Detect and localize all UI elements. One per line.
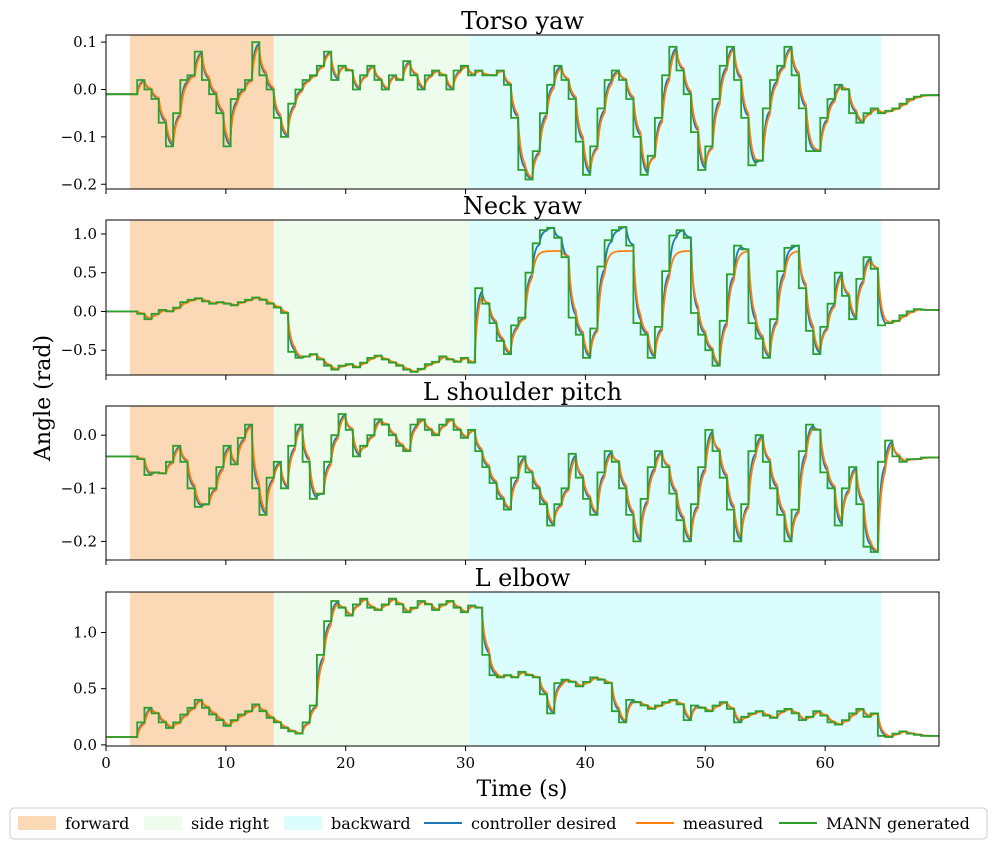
series-group bbox=[106, 413, 939, 553]
x-tick-label: 50 bbox=[696, 754, 715, 772]
axes-frame bbox=[105, 34, 940, 190]
y-tick-label: −0.1 bbox=[61, 128, 97, 146]
panel-title: Torso yaw bbox=[461, 7, 584, 35]
y-axis-label: Angle (rad) bbox=[31, 335, 56, 462]
phase-band-side-right bbox=[273, 220, 470, 375]
panel-torso-yaw: 0.1 0.0 −0.1 −0.2 Torso yaw bbox=[61, 7, 940, 194]
panel-title: L elbow bbox=[475, 564, 571, 592]
line-mann-generated bbox=[106, 226, 939, 373]
y-tick-label: −0.1 bbox=[61, 479, 97, 497]
x-axis-label: Time (s) bbox=[476, 777, 567, 802]
y-tick-label: 0.0 bbox=[73, 736, 97, 754]
x-tick-label: 0 bbox=[101, 754, 111, 772]
legend-label-backward: backward bbox=[331, 814, 411, 833]
axes-frame bbox=[105, 591, 940, 747]
phase-band-backward bbox=[469, 406, 882, 560]
legend-frame bbox=[9, 807, 988, 840]
phase-band-side-right bbox=[273, 35, 470, 189]
phase-band-backward bbox=[469, 35, 882, 189]
panel-neck-yaw: 1.0 0.5 0.0 −0.5 Neck yaw bbox=[61, 192, 940, 380]
y-tick-label: 0.1 bbox=[73, 33, 97, 51]
phase-band-forward bbox=[129, 406, 274, 560]
line-mann-generated bbox=[106, 41, 939, 181]
phase-band-backward bbox=[469, 592, 882, 746]
legend-label-controller-desired: controller desired bbox=[471, 814, 616, 833]
y-tick-label: 1.0 bbox=[73, 225, 97, 243]
x-tick-label: 40 bbox=[576, 754, 595, 772]
panel-title: L shoulder pitch bbox=[423, 378, 622, 406]
legend-label-forward: forward bbox=[65, 814, 129, 833]
series-group bbox=[106, 597, 939, 738]
phase-band-forward bbox=[129, 592, 274, 746]
panels: 0.1 0.0 −0.1 −0.2 Torso yaw 1.0 0.5 0.0 −0.5 Neck… bbox=[61, 7, 940, 772]
x-tick-label: 20 bbox=[336, 754, 355, 772]
legend-label-side-right: side right bbox=[191, 814, 269, 833]
legend-swatch-side-right bbox=[144, 816, 182, 830]
y-tick-label: 0.0 bbox=[73, 426, 97, 444]
line-mann-generated bbox=[106, 413, 939, 553]
panel-l-elbow: 1.0 0.5 0.00 10 20 30 40 50 60 L elbow bbox=[73, 564, 940, 772]
x-tick-label: 30 bbox=[456, 754, 475, 772]
series-group bbox=[106, 226, 939, 373]
x-tick-label: 10 bbox=[216, 754, 235, 772]
y-tick-label: 1.0 bbox=[73, 623, 97, 641]
axes-frame bbox=[105, 405, 940, 561]
legend-label-measured: measured bbox=[683, 814, 763, 833]
line-mann-generated bbox=[106, 597, 939, 738]
line-measured bbox=[106, 414, 939, 553]
y-tick-label: 0.0 bbox=[73, 302, 97, 320]
x-tick-label: 60 bbox=[816, 754, 835, 772]
y-tick-label: 0.0 bbox=[73, 80, 97, 98]
legend: forward side right backward controller d… bbox=[9, 807, 988, 840]
panel-title: Neck yaw bbox=[463, 192, 583, 220]
y-tick-label: −0.2 bbox=[61, 532, 97, 550]
y-tick-label: −0.2 bbox=[61, 175, 97, 193]
legend-swatch-forward bbox=[18, 816, 56, 830]
phase-band-side-right bbox=[273, 406, 470, 560]
series-group bbox=[106, 41, 939, 181]
y-tick-label: 0.5 bbox=[73, 680, 97, 698]
legend-label-mann-generated: MANN generated bbox=[826, 814, 970, 833]
panel-l-shoulder-pitch: 0.0 −0.1 −0.2 L shoulder pitch bbox=[61, 378, 940, 565]
phase-band-side-right bbox=[273, 592, 470, 746]
y-tick-label: 0.5 bbox=[73, 264, 97, 282]
legend-swatch-backward bbox=[284, 816, 322, 830]
axes-frame bbox=[105, 219, 940, 376]
y-tick-label: −0.5 bbox=[61, 341, 97, 359]
